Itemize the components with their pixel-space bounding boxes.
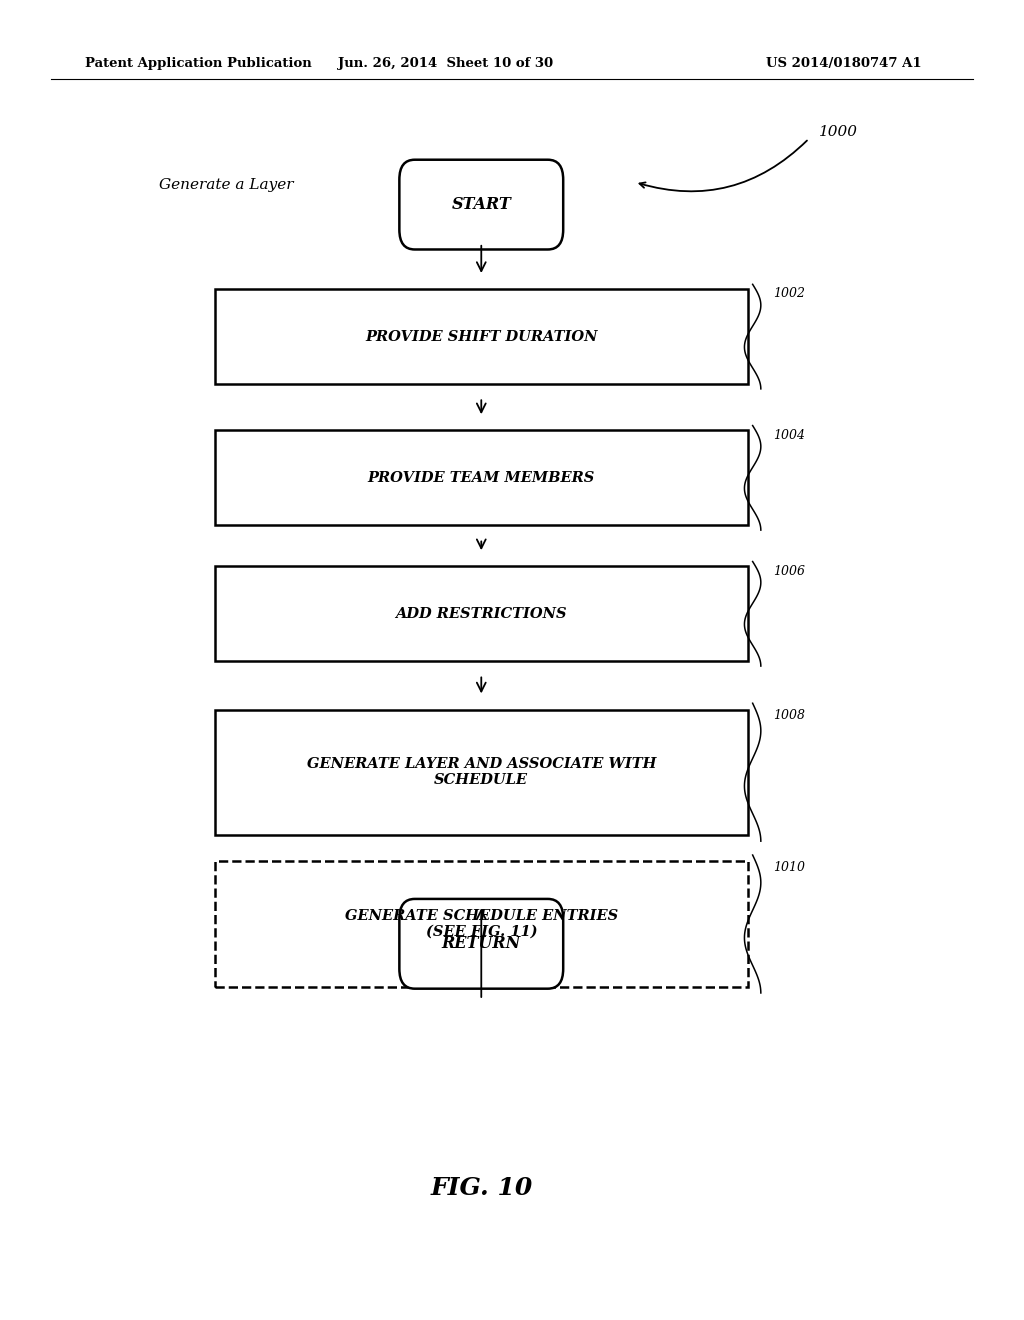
Text: 1000: 1000 xyxy=(819,125,858,139)
FancyBboxPatch shape xyxy=(399,160,563,249)
Text: GENERATE LAYER AND ASSOCIATE WITH
SCHEDULE: GENERATE LAYER AND ASSOCIATE WITH SCHEDU… xyxy=(306,758,656,787)
Text: 1004: 1004 xyxy=(773,429,805,442)
Text: 1006: 1006 xyxy=(773,565,805,578)
FancyBboxPatch shape xyxy=(215,566,748,661)
Text: 1010: 1010 xyxy=(773,861,805,874)
FancyBboxPatch shape xyxy=(215,710,748,836)
FancyBboxPatch shape xyxy=(215,861,748,987)
Text: GENERATE SCHEDULE ENTRIES
(SEE FIG. 11): GENERATE SCHEDULE ENTRIES (SEE FIG. 11) xyxy=(345,909,617,939)
Text: Patent Application Publication: Patent Application Publication xyxy=(85,57,311,70)
Text: START: START xyxy=(452,197,511,213)
FancyBboxPatch shape xyxy=(399,899,563,989)
Text: FIG. 10: FIG. 10 xyxy=(430,1176,532,1200)
Text: Generate a Layer: Generate a Layer xyxy=(159,178,293,191)
Text: 1002: 1002 xyxy=(773,288,805,301)
FancyBboxPatch shape xyxy=(215,289,748,384)
Text: Jun. 26, 2014  Sheet 10 of 30: Jun. 26, 2014 Sheet 10 of 30 xyxy=(338,57,553,70)
Text: ADD RESTRICTIONS: ADD RESTRICTIONS xyxy=(395,607,567,620)
Text: US 2014/0180747 A1: US 2014/0180747 A1 xyxy=(766,57,922,70)
FancyBboxPatch shape xyxy=(215,430,748,525)
Text: PROVIDE SHIFT DURATION: PROVIDE SHIFT DURATION xyxy=(365,330,598,343)
Text: 1008: 1008 xyxy=(773,709,805,722)
Text: RETURN: RETURN xyxy=(441,936,521,952)
Text: PROVIDE TEAM MEMBERS: PROVIDE TEAM MEMBERS xyxy=(368,471,595,484)
